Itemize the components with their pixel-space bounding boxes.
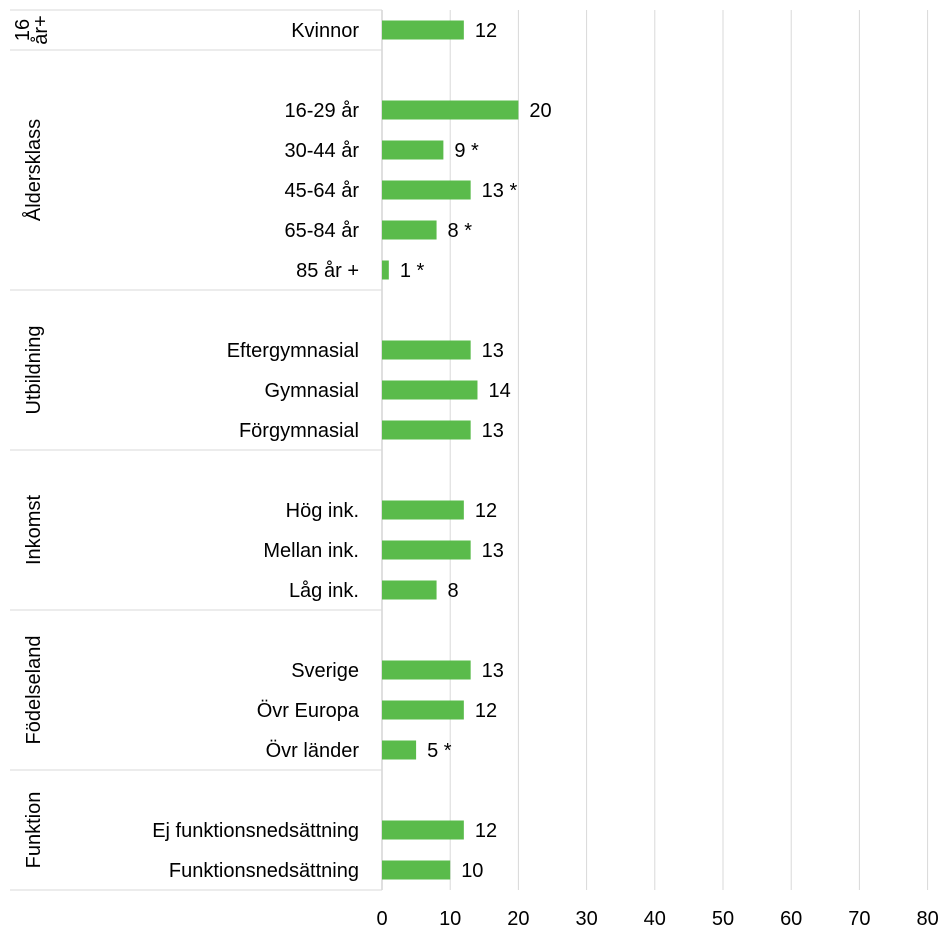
gridlines xyxy=(381,10,929,890)
x-tick-label: 40 xyxy=(644,908,666,929)
x-axis-tick-labels: 0 10 20 30 40 50 60 70 80 xyxy=(376,908,938,929)
category-label: Funktionsnedsättning xyxy=(169,860,359,882)
data-label: 12 xyxy=(475,820,497,842)
group-separators xyxy=(10,9,382,891)
group-label: Utbildning xyxy=(23,326,45,415)
x-tick-label: 80 xyxy=(916,908,938,929)
data-label: 13 * xyxy=(482,180,518,202)
bar xyxy=(382,420,471,440)
group-labels: 16år+ Åldersklass Utbildning Inkomst Födelse… xyxy=(12,15,52,868)
bar xyxy=(382,740,417,760)
data-label: 8 xyxy=(448,580,459,602)
bar xyxy=(382,660,471,680)
bar xyxy=(382,340,471,360)
bar xyxy=(382,500,464,520)
bar xyxy=(382,540,471,560)
category-label: Ej funktionsnedsättning xyxy=(152,820,359,842)
category-label: 45-64 år xyxy=(285,180,360,202)
bar xyxy=(382,260,389,280)
bars xyxy=(382,20,519,880)
data-label: 5 * xyxy=(427,740,452,762)
category-label: Mellan ink. xyxy=(263,540,359,562)
data-label: 12 xyxy=(475,20,497,42)
category-label: 65-84 år xyxy=(285,220,360,242)
category-label: Låg ink. xyxy=(289,580,359,602)
x-tick-label: 30 xyxy=(575,908,597,929)
group-label: Åldersklass xyxy=(22,119,45,221)
x-tick-label: 70 xyxy=(848,908,870,929)
category-label: Hög ink. xyxy=(286,500,359,522)
data-label: 13 xyxy=(482,540,504,562)
group-label: Funktion xyxy=(23,792,45,869)
data-label: 20 xyxy=(529,100,551,122)
category-label: Sverige xyxy=(291,660,359,682)
x-tick-label: 0 xyxy=(376,908,387,929)
bar xyxy=(382,100,519,120)
group-label: Födelseland xyxy=(23,636,45,745)
data-label: 1 * xyxy=(400,260,425,282)
category-label: 85 år + xyxy=(296,260,359,282)
x-tick-label: 10 xyxy=(439,908,461,929)
group-label-line: år+ xyxy=(30,15,52,44)
category-label: Eftergymnasial xyxy=(227,340,359,362)
data-label: 13 xyxy=(482,660,504,682)
group-label-line: 16 xyxy=(12,19,34,41)
bar xyxy=(382,860,451,880)
x-tick-label: 20 xyxy=(507,908,529,929)
bar xyxy=(382,180,471,200)
bar xyxy=(382,700,464,720)
group-label: 16år+ xyxy=(12,15,52,44)
group-label: Inkomst xyxy=(23,495,45,565)
category-label: Förgymnasial xyxy=(239,420,359,442)
category-label: Gymnasial xyxy=(265,380,359,402)
bar xyxy=(382,380,478,400)
data-label: 10 xyxy=(461,860,483,882)
data-label: 12 xyxy=(475,500,497,522)
bar xyxy=(382,140,444,160)
data-label: 13 xyxy=(482,340,504,362)
category-label: Kvinnor xyxy=(291,20,359,42)
data-label: 9 * xyxy=(454,140,479,162)
category-label: 16-29 år xyxy=(285,100,360,122)
category-label: Övr Europa xyxy=(257,700,360,722)
bar xyxy=(382,20,464,40)
x-tick-label: 50 xyxy=(712,908,734,929)
value-labels: 12 20 9 *13 * 8 * 1 * 13 14 13 12 13 8 13 12 5 * 12 10 xyxy=(400,20,552,882)
category-label: 30-44 år xyxy=(285,140,360,162)
data-label: 12 xyxy=(475,700,497,722)
data-label: 8 * xyxy=(448,220,473,242)
category-labels: Kvinnor 16-29 år 30-44 år 45-64 år 65-84 år 8… xyxy=(152,20,360,882)
category-label: Övr länder xyxy=(266,740,360,762)
bar xyxy=(382,820,464,840)
data-label: 14 xyxy=(488,380,510,402)
bar xyxy=(382,220,437,240)
bar xyxy=(382,580,437,600)
x-tick-label: 60 xyxy=(780,908,802,929)
data-label: 13 xyxy=(482,420,504,442)
